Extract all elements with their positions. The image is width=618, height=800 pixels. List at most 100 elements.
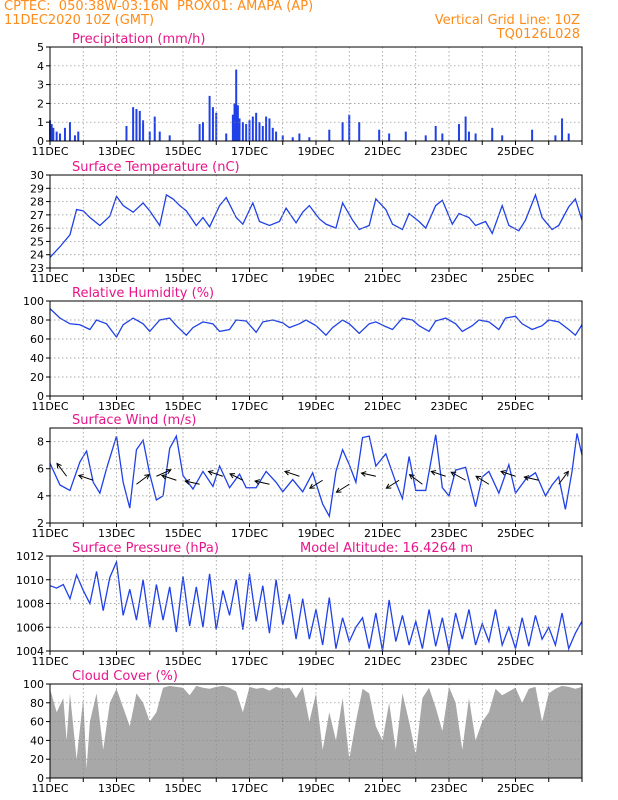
panel1-precip-bar <box>258 122 261 141</box>
panel1-precip-bar <box>561 118 564 141</box>
wind-arrow <box>431 470 446 477</box>
panel4-x-tick-label: 17DEC <box>231 527 268 540</box>
panel6-y-tick-label: 0 <box>37 772 44 785</box>
panel2-x-tick-label: 19DEC <box>297 272 334 285</box>
panel4-series-line <box>49 433 583 519</box>
panel1-precip-bar <box>142 120 145 141</box>
wind-arrow-head <box>430 470 437 476</box>
wind-arrow-head <box>165 468 172 475</box>
panel3-x-tick-label: 15DEC <box>164 400 201 413</box>
panel5-x-tick-label: 11DEC <box>31 655 68 668</box>
panel4-x-tick-label: 25DEC <box>497 527 534 540</box>
wind-arrow-head <box>254 479 260 485</box>
panel5-series-line <box>49 559 583 652</box>
panel1-precip-bar <box>567 133 570 141</box>
panel1-precip-bar <box>424 135 427 141</box>
panel1-precip-bar <box>245 124 248 141</box>
panel1-precip-bar <box>168 135 171 141</box>
panel6-x-tick-label: 15DEC <box>164 782 201 795</box>
panel6-y-tick-label: 40 <box>30 734 44 747</box>
wind-arrow-head <box>56 462 62 469</box>
panel1-x-tick-label: 25DEC <box>497 145 534 158</box>
panel3-x-tick-label: 23DEC <box>430 400 467 413</box>
panel3-y-tick-label: 80 <box>30 314 44 327</box>
wind-arrow <box>78 474 94 481</box>
panel3-y-tick-label: 60 <box>30 333 44 346</box>
panel1-precip-bar <box>132 107 135 141</box>
panel1-precip-bar <box>467 131 470 141</box>
panel1-precip-bar <box>68 122 71 141</box>
date-header: 11DEC2020 10Z (GMT) <box>4 13 155 28</box>
panel1-precip-bar <box>225 133 228 141</box>
panel6-x-tick-label: 17DEC <box>231 782 268 795</box>
panel3-x-tick-label: 17DEC <box>231 400 268 413</box>
panel1-x-tick-label: 11DEC <box>31 145 68 158</box>
panel2-series-line <box>49 192 583 258</box>
wind-arrow-head <box>184 479 191 485</box>
panel6-y-tick-label: 20 <box>30 753 44 766</box>
panel1-precip-bar <box>328 129 331 141</box>
panel1-precip-bar <box>291 137 294 141</box>
panel4-y-tick-label: 8 <box>37 436 44 449</box>
panel1-precip-bar <box>77 131 80 141</box>
wind-arrow <box>450 471 466 481</box>
wind-arrow-head <box>450 471 457 477</box>
panel1-precip-bar <box>308 137 311 141</box>
panel2-y-tick-label: 30 <box>30 169 44 182</box>
panel3-x-tick-label: 21DEC <box>364 400 401 413</box>
wind-arrow-head <box>475 475 482 481</box>
wind-arrow <box>156 469 172 477</box>
panel1-precip-bar <box>236 105 239 141</box>
panel5-x-tick-label: 21DEC <box>364 655 401 668</box>
panel4-x-tick-label: 19DEC <box>297 527 334 540</box>
panel1-precip-bar <box>55 131 58 141</box>
wind-arrow-head <box>144 474 151 480</box>
panel1-precip-bar <box>457 124 460 141</box>
panel3-y-tick-label: 0 <box>37 390 44 403</box>
panel1-precip-bar <box>298 133 301 141</box>
panel1-precip-bar <box>501 135 504 141</box>
panel1-precip-bar <box>441 133 444 141</box>
panel1-precip-bar <box>241 122 244 141</box>
wind-arrow <box>229 473 244 481</box>
panel1-precip-bar <box>58 133 61 141</box>
panel5-title: Surface Pressure (hPa) <box>72 541 219 556</box>
panel2-y-tick-label: 23 <box>30 262 44 275</box>
panel2-x-tick-label: 23DEC <box>430 272 467 285</box>
wind-arrow-head <box>360 471 367 477</box>
wind-arrow <box>361 472 376 477</box>
wind-arrow-head <box>308 483 315 489</box>
panel3-title: Relative Humidity (%) <box>72 286 214 301</box>
panel1-precip-bar <box>50 124 53 141</box>
panel3-y-tick-label: 40 <box>30 352 44 365</box>
panel1-precip-bar <box>464 116 467 141</box>
panel1-precip-bar <box>153 116 156 141</box>
panel1-y-tick-label: 3 <box>37 79 44 92</box>
panel6-y-tick-label: 60 <box>30 716 44 729</box>
panel1-y-tick-label: 2 <box>37 97 44 110</box>
panel4-title: Surface Wind (m/s) <box>72 413 196 428</box>
panel1-precip-bar <box>158 131 161 141</box>
panel1-precip-bar <box>198 124 201 141</box>
panel3-y-tick-label: 20 <box>30 371 44 384</box>
panel2-x-tick-label: 13DEC <box>98 272 135 285</box>
panel2-title: Surface Temperature (nC) <box>72 160 240 175</box>
panel6-x-tick-label: 25DEC <box>497 782 534 795</box>
wind-arrow <box>208 470 224 477</box>
panel5-y-tick-label: 1006 <box>16 621 44 634</box>
panel2-y-tick-label: 24 <box>30 249 44 262</box>
panel4-y-tick-label: 2 <box>37 517 44 530</box>
panel4-x-tick-label: 13DEC <box>98 527 135 540</box>
panel4-x-tick-label: 23DEC <box>430 527 467 540</box>
panel3-series-line <box>49 308 583 339</box>
panel1-precip-bar <box>265 116 268 141</box>
panel1-x-tick-label: 15DEC <box>164 145 201 158</box>
panel1-precip-bar <box>281 135 284 141</box>
panel4-x-tick-label: 21DEC <box>364 527 401 540</box>
panel5-x-tick-label: 19DEC <box>297 655 334 668</box>
panel1-precip-bar <box>531 129 534 141</box>
panel2-y-tick-label: 27 <box>30 209 44 222</box>
panel1-precip-bar <box>248 120 251 141</box>
panel1-precip-bar <box>275 131 278 141</box>
